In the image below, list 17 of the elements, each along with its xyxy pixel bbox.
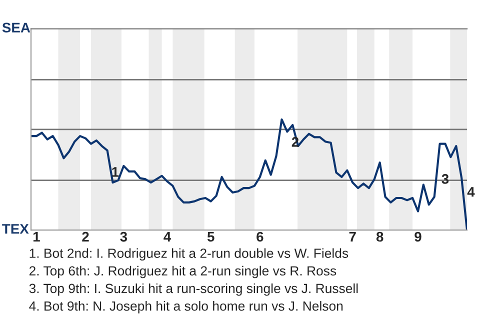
x-tick-label: 1 xyxy=(33,232,40,242)
text: 2. Top 6th: J. Rodriguez hit a 2-run single vs R. Ross xyxy=(29,266,336,278)
text: 3. Top 9th: I. Suzuki hit a run-scoring single vs J. Russell xyxy=(29,283,358,296)
x-tick-label: 8 xyxy=(376,232,384,242)
x-tick-label: 4 xyxy=(164,232,172,242)
text: TEX xyxy=(2,224,29,234)
text: 4 xyxy=(467,187,475,197)
text: SEA xyxy=(2,22,30,33)
x-tick-label: 2 xyxy=(82,232,89,242)
x-tick-label: 9 xyxy=(414,232,422,242)
x-tick-label: 5 xyxy=(207,232,214,242)
x-tick-label: 7 xyxy=(349,232,356,242)
x-tick-label: 6 xyxy=(256,232,264,242)
x-tick-label: 3 xyxy=(120,232,128,242)
text: 4. Bot 9th: N. Joseph hit a solo home run vs J. Nelson xyxy=(29,301,343,314)
annotation: 1 xyxy=(112,167,119,177)
text: 1. Bot 2nd: I. Rodriguez hit a 2-run double vs W. Fields xyxy=(30,248,348,261)
